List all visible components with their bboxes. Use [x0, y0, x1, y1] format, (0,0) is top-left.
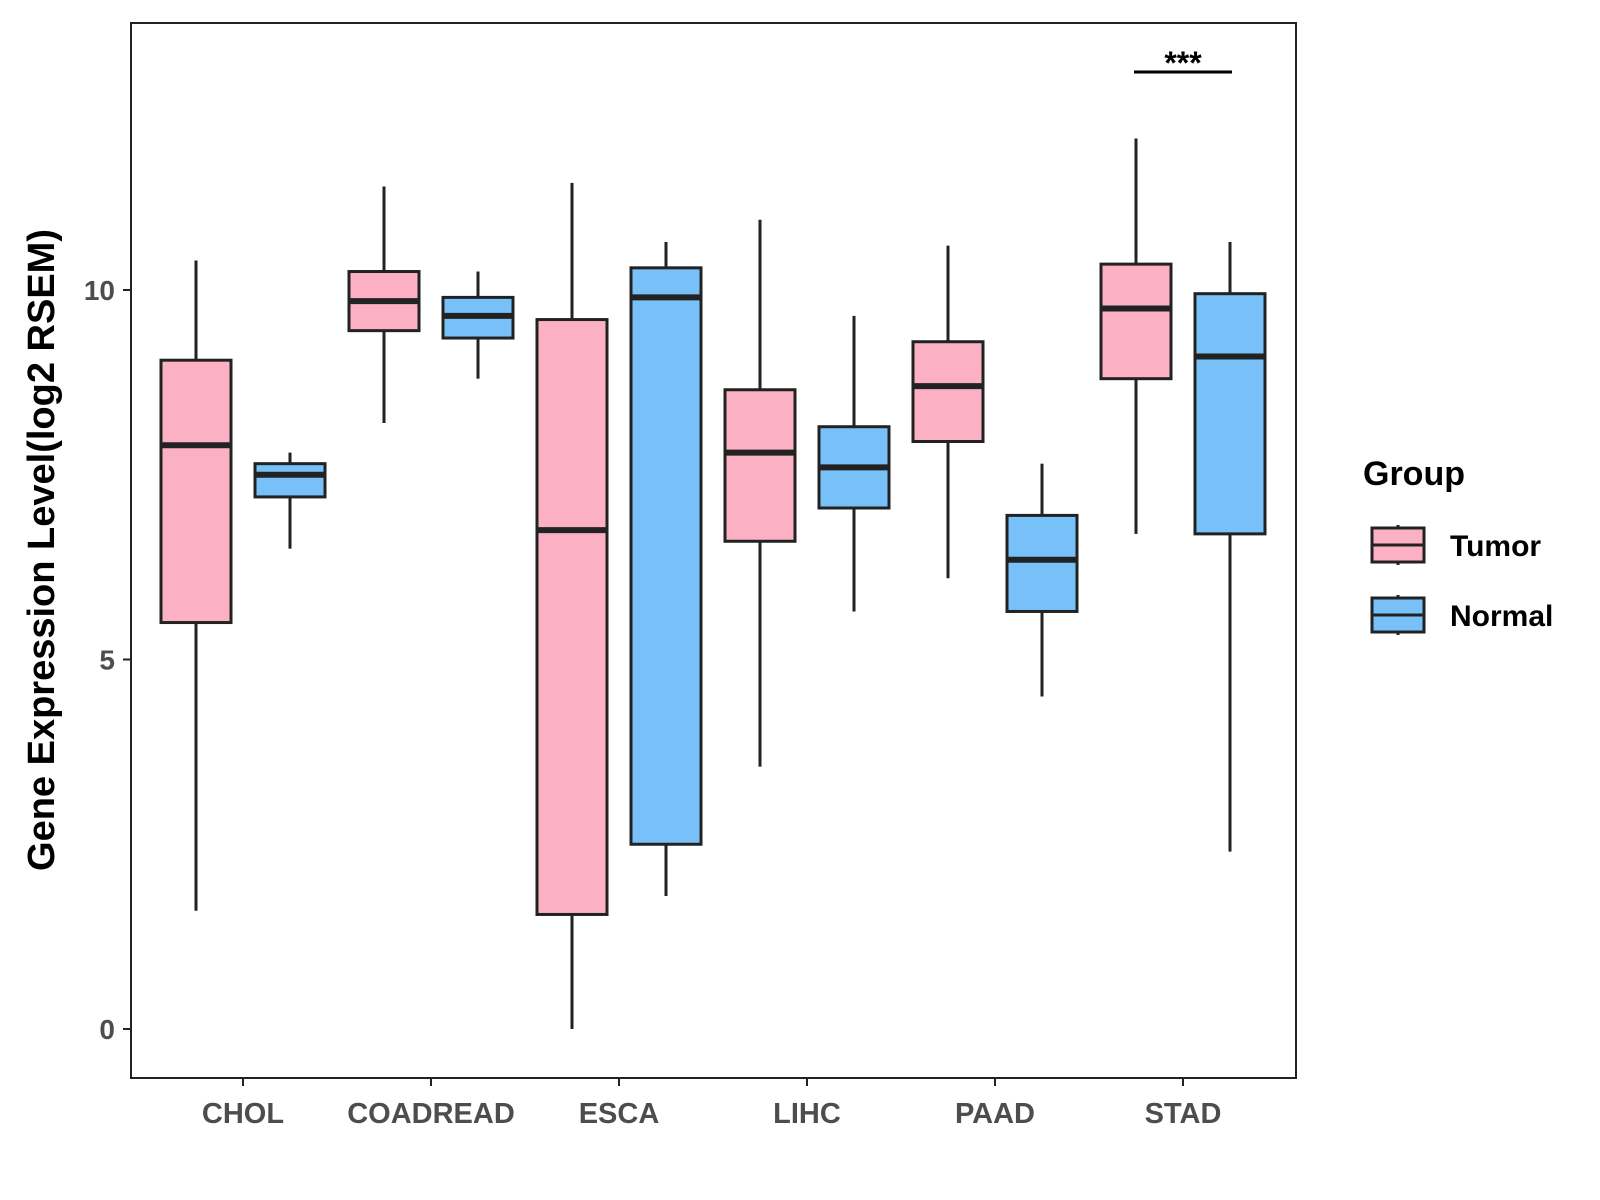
box-normal-chol — [253, 452, 327, 549]
box-tumor-paad — [911, 245, 985, 579]
y-tick-label: 0 — [99, 1014, 115, 1045]
x-tick-label-lihc: LIHC — [773, 1098, 841, 1130]
legend-label-normal: Normal — [1450, 600, 1553, 633]
chart-marks: *** — [159, 45, 1267, 1029]
box-body — [159, 358, 233, 625]
box-tumor-stad — [1099, 138, 1173, 534]
box-normal-paad — [1005, 463, 1079, 697]
box-tumor-lihc — [723, 219, 797, 767]
y-tick-label: 5 — [99, 645, 115, 676]
legend: Group Tumor Normal — [1363, 455, 1553, 635]
legend-title: Group — [1363, 455, 1465, 493]
box-normal-coadread — [441, 271, 515, 379]
legend-item-tumor: Tumor — [1370, 525, 1541, 565]
chart-axes: 0 5 10 CHOL COADREAD ESCA LIHC PAAD STAD — [84, 275, 1222, 1130]
plot-panel — [130, 22, 1297, 1079]
y-axis-title: Gene Expression Level(log2 RSEM) — [21, 229, 63, 871]
box-body — [629, 266, 703, 846]
box-body — [911, 340, 985, 443]
box-body — [1193, 292, 1267, 536]
box-tumor-chol — [159, 260, 233, 911]
x-tick-label-paad: PAAD — [955, 1098, 1035, 1130]
x-tick-label-coadread: COADREAD — [347, 1098, 515, 1130]
legend-item-normal: Normal — [1370, 595, 1553, 635]
significance-label: *** — [1164, 45, 1202, 81]
box-normal-lihc — [817, 315, 891, 612]
box-tumor-esca — [535, 182, 609, 1029]
box-normal-esca — [629, 241, 703, 896]
x-tick-label-stad: STAD — [1145, 1098, 1222, 1130]
box-tumor-coadread — [347, 186, 421, 424]
box-body — [723, 388, 797, 543]
box-normal-stad — [1193, 241, 1267, 852]
box-body — [1099, 262, 1173, 381]
x-tick-label-esca: ESCA — [579, 1098, 660, 1130]
x-tick-label-chol: CHOL — [202, 1098, 284, 1130]
box-body — [535, 318, 609, 916]
box-body — [253, 462, 327, 499]
y-tick-label: 10 — [84, 275, 115, 306]
legend-label-tumor: Tumor — [1450, 530, 1541, 563]
box-body — [1005, 513, 1079, 613]
